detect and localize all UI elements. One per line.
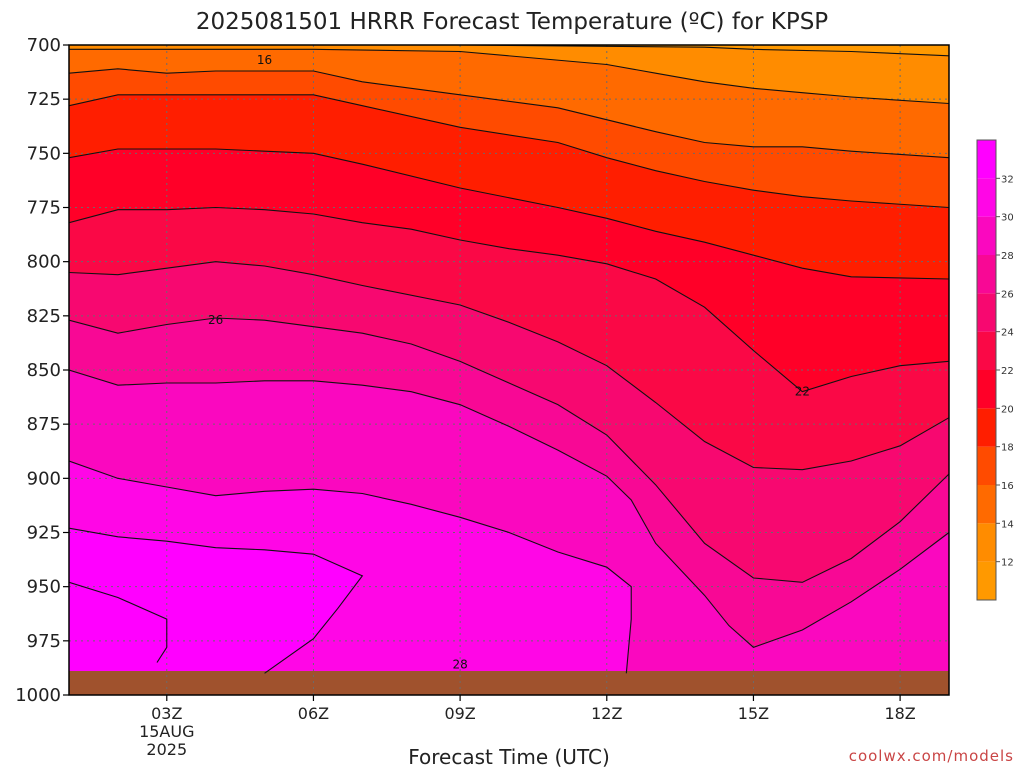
- y-tick-label-975: 975: [27, 631, 61, 652]
- colorbar-swatch: [977, 485, 996, 524]
- colorbar-swatch: [977, 255, 996, 294]
- colorbar-label-20: 20: [1001, 404, 1014, 415]
- contour-label-22: 22: [795, 385, 810, 399]
- colorbar-label-16: 16: [1001, 481, 1014, 492]
- y-tick-label-800: 800: [27, 252, 61, 273]
- colorbar-swatch: [977, 523, 996, 562]
- colorbar-swatch: [977, 293, 996, 332]
- x-tick-date: 15AUG: [139, 722, 194, 741]
- colorbar-label-26: 26: [1001, 289, 1014, 300]
- contour-label-16: 16: [257, 53, 272, 67]
- x-tick-label-15Z: 15Z: [738, 704, 769, 723]
- isotherm-22: [69, 206, 949, 393]
- colorbar-swatch: [977, 446, 996, 485]
- colorbar-label-12: 12: [1001, 558, 1014, 569]
- y-tick-label-700: 700: [27, 35, 61, 56]
- isotherm-32: [69, 527, 364, 674]
- x-tick-label-12Z: 12Z: [591, 704, 622, 723]
- colorbar: 12 14 16 18 20 22 24 26 28 30 32: [976, 139, 1014, 601]
- isotherm-33: [69, 581, 168, 663]
- band-below-14: [69, 45, 949, 104]
- isotherm-20: [69, 148, 949, 280]
- y-tick-label-900: 900: [27, 468, 61, 489]
- isotherm-lines: [69, 45, 949, 674]
- x-tick-label-06Z: 06Z: [298, 704, 329, 723]
- isotherm-12: [460, 45, 949, 57]
- x-tick-label-03Z: 03Z: [151, 704, 182, 723]
- contour-label-28: 28: [452, 658, 467, 672]
- colorbar-swatch: [977, 216, 996, 255]
- contour-labels: 16 26 22 28: [208, 53, 810, 672]
- isotherm-28: [69, 369, 949, 648]
- band-below-12: [460, 45, 949, 56]
- x-tick-year: 2025: [146, 740, 187, 759]
- contour-label-26: 26: [208, 313, 223, 327]
- colorbar-label-28: 28: [1001, 251, 1014, 262]
- colorbar-swatch: [977, 408, 996, 447]
- isotherm-24: [69, 261, 949, 471]
- colorbar-swatch: [977, 140, 996, 179]
- colorbar-label-24: 24: [1001, 328, 1014, 339]
- isotherm-30: [69, 460, 632, 674]
- ground-terrain: [69, 671, 949, 695]
- y-tick-label-825: 825: [27, 306, 61, 327]
- colorbar-swatch: [977, 331, 996, 370]
- credit-link[interactable]: coolwx.com/models: [849, 747, 1014, 765]
- isotherm-18: [69, 94, 949, 209]
- x-tick-label-18Z: 18Z: [884, 704, 915, 723]
- isotherm-14: [69, 48, 949, 105]
- y-tick-label-875: 875: [27, 414, 61, 435]
- chart-title: 2025081501 HRRR Forecast Temperature (ºC…: [196, 9, 828, 35]
- colorbar-label-14: 14: [1001, 519, 1014, 530]
- y-tick-label-950: 950: [27, 577, 61, 598]
- y-tick-label-1000: 1000: [15, 685, 61, 706]
- colorbar-label-30: 30: [1001, 213, 1014, 224]
- plot-area: 16 26 22 28: [69, 45, 949, 695]
- colorbar-swatch: [977, 370, 996, 409]
- y-tick-label-750: 750: [27, 143, 61, 164]
- colorbar-label-18: 18: [1001, 443, 1014, 454]
- y-tick-label-775: 775: [27, 198, 61, 219]
- y-tick-label-925: 925: [27, 523, 61, 544]
- isotherm-26: [69, 317, 949, 583]
- isotherm-16: [69, 68, 949, 159]
- colorbar-swatch: [977, 178, 996, 217]
- x-axis-label: Forecast Time (UTC): [408, 745, 610, 768]
- colorbar-swatch: [977, 561, 996, 600]
- y-tick-label-725: 725: [27, 89, 61, 110]
- colorbar-label-32: 32: [1001, 174, 1014, 185]
- x-tick-label-09Z: 09Z: [444, 704, 475, 723]
- y-axis: 700 725 750 775 800 825 850 875 900 925 950 975 1000: [15, 35, 69, 706]
- y-tick-label-850: 850: [27, 360, 61, 381]
- colorbar-label-22: 22: [1001, 366, 1014, 377]
